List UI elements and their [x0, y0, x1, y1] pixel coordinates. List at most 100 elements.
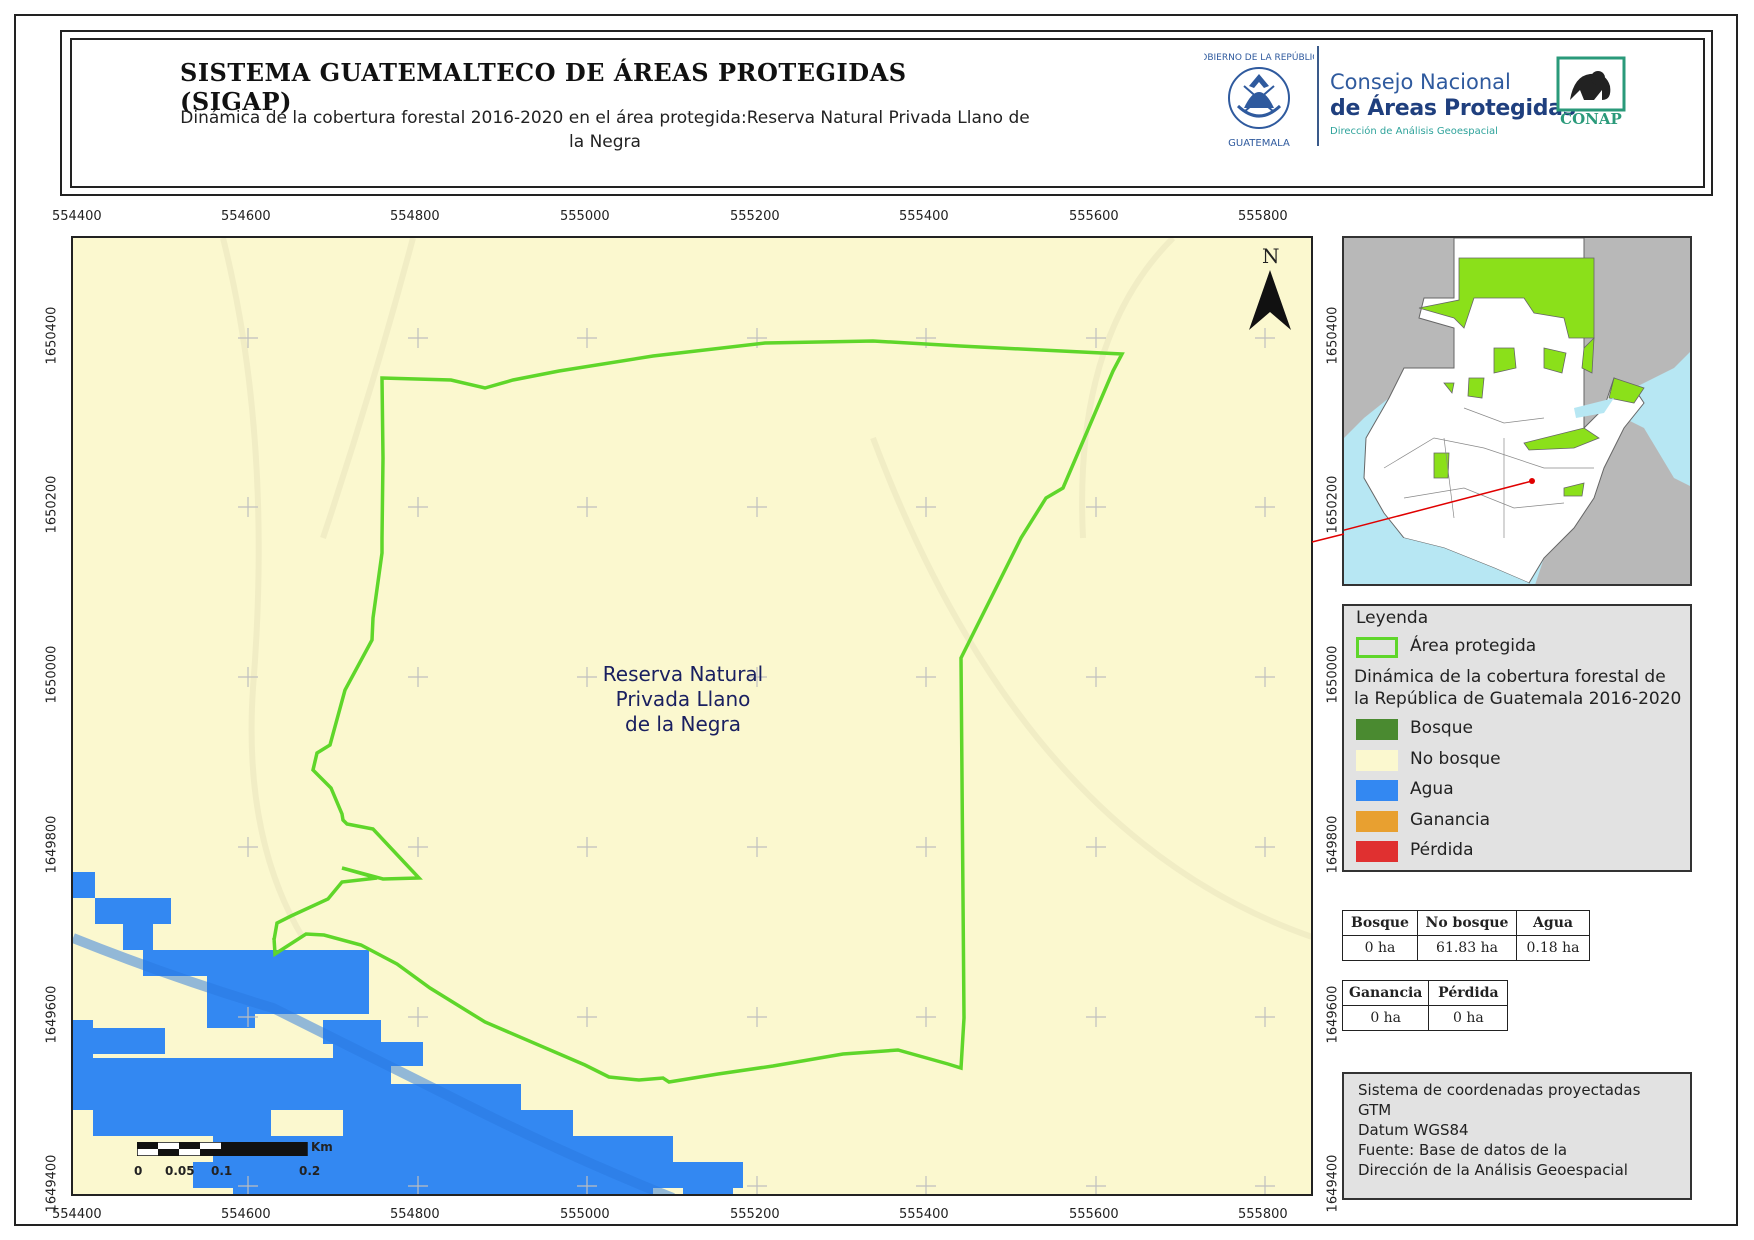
inset-map-canvas: [1344, 238, 1690, 584]
outer-frame: [14, 14, 1738, 1226]
water-cell: [93, 1028, 165, 1054]
x-tick-label: 555200: [730, 1207, 780, 1222]
no-bosque-background: [73, 238, 1311, 1194]
legend-label: Agua: [1410, 779, 1454, 799]
y-tick-label: 1650400: [1325, 306, 1341, 365]
page-subtitle: Dinámica de la cobertura forestal 2016-2…: [180, 108, 1030, 152]
conap-jaguar-icon: [1556, 56, 1626, 112]
y-tick-label: 1649600: [44, 985, 60, 1044]
stats-header: Bosque: [1342, 910, 1418, 936]
stats-header: Pérdida: [1428, 980, 1509, 1006]
page-title: SISTEMA GUATEMALTECO DE ÁREAS PROTEGIDAS…: [180, 58, 907, 116]
coord-line: Dirección de la Análisis Geoespacial: [1358, 1161, 1628, 1179]
x-tick-label: 555000: [560, 209, 610, 224]
inset-boundaries: [1383, 407, 1594, 538]
water-cell: [95, 898, 171, 924]
x-tick-label: 554800: [390, 1207, 440, 1222]
x-tick-label: 554600: [221, 209, 271, 224]
y-tick-label: 1649400: [1325, 1154, 1341, 1213]
x-tick-label: 555600: [1069, 209, 1119, 224]
legend-swatch: [1356, 841, 1398, 862]
stats-value: 0.18 ha: [1516, 935, 1590, 961]
inset-locator-map: [1342, 236, 1692, 586]
title-inner-frame: [70, 38, 1705, 188]
water-cell: [143, 950, 369, 976]
guatemala-seal-icon: GOBIERNO DE LA REPÚBLICA GUATEMALA: [1204, 51, 1314, 149]
legend-title: Leyenda: [1356, 608, 1429, 628]
conap-logo-text: CONAP: [1560, 110, 1622, 128]
coord-line: Datum WGS84: [1358, 1121, 1469, 1139]
scale-label: 0.1: [211, 1164, 233, 1178]
legend-label: Área protegida: [1410, 636, 1537, 656]
inset-protected-areas: [1418, 257, 1645, 497]
seal-bottom-text: GUATEMALA: [1228, 138, 1290, 149]
area-label-line: de la Negra: [625, 712, 741, 736]
x-tick-label: 555800: [1238, 209, 1288, 224]
legend-label: Bosque: [1410, 718, 1473, 738]
north-arrow-icon: [1249, 270, 1291, 330]
locator-point: [1529, 478, 1535, 484]
scale-label: 0.2: [299, 1164, 321, 1178]
area-label-line: Privada Llano: [615, 687, 751, 711]
y-tick-label: 1649800: [44, 815, 60, 874]
north-label: N: [1262, 244, 1280, 268]
stats-value: 0 ha: [1342, 935, 1418, 961]
stats-table-cover: Bosque No bosque Agua 0 ha 61.83 ha 0.18…: [1342, 910, 1590, 961]
water-cells: [73, 872, 743, 1194]
scale-bar: Km 0 0.05 0.1 0.2: [134, 1138, 357, 1188]
x-tick-label: 554800: [390, 209, 440, 224]
x-tick-label: 555600: [1069, 1207, 1119, 1222]
coordinate-system-box: Sistema de coordenadas proyectadas GTM D…: [1342, 1072, 1692, 1200]
logo-divider: [1317, 46, 1319, 146]
title-frame: [60, 30, 1713, 196]
water-cell: [73, 872, 95, 898]
y-tick-label: 1650400: [44, 306, 60, 365]
leader-line: [1311, 533, 1345, 543]
legend-dynamics-title: Dinámica de la cobertura forestal de la …: [1354, 667, 1682, 709]
seal-top-text: GOBIERNO DE LA REPÚBLICA: [1204, 51, 1314, 63]
y-tick-label: 1649800: [1325, 815, 1341, 874]
legend: Leyenda Área protegida Dinámica de la co…: [1342, 604, 1692, 872]
x-tick-label: 555200: [730, 209, 780, 224]
conap-consejo-text: Consejo Nacional: [1330, 70, 1511, 94]
y-tick-label: 1649400: [44, 1154, 60, 1213]
protected-area-label: Reserva Natural Privada Llano de la Negr…: [593, 662, 773, 737]
scale-label: 0: [134, 1164, 143, 1178]
legend-label: Pérdida: [1410, 840, 1474, 860]
main-map[interactable]: Reserva Natural Privada Llano de la Negr…: [71, 236, 1313, 1196]
legend-label: Ganancia: [1410, 809, 1491, 830]
scale-label: 0.05: [165, 1164, 195, 1178]
stats-header: No bosque: [1417, 910, 1517, 936]
legend-swatch: [1356, 749, 1398, 771]
y-tick-label: 1649600: [1325, 985, 1341, 1044]
y-tick-label: 1650200: [44, 475, 60, 534]
legend-label: No bosque: [1410, 748, 1501, 769]
map-canvas[interactable]: [73, 238, 1313, 1196]
area-label-line: Reserva Natural: [602, 662, 764, 686]
conap-direccion-text: Dirección de Análisis Geoespacial: [1330, 126, 1498, 137]
river-line: [73, 933, 675, 1194]
water-cell: [93, 1110, 271, 1136]
legend-swatch: [1356, 719, 1398, 740]
stats-value: 0 ha: [1341, 1005, 1430, 1031]
legend-swatch: [1356, 810, 1398, 832]
stats-table-change: Ganancia Pérdida 0 ha 0 ha: [1341, 980, 1509, 1031]
legend-swatch: [1356, 780, 1398, 801]
protected-area-boundary: [272, 339, 1125, 1084]
locator-line: [1344, 480, 1533, 531]
scale-unit-label: Km: [311, 1140, 333, 1154]
north-arrow: N: [1245, 244, 1295, 334]
coord-line: GTM: [1358, 1101, 1392, 1119]
scale-bar-graphic: [137, 1142, 308, 1156]
stats-value: 61.83 ha: [1417, 935, 1517, 961]
x-tick-label: 554400: [52, 1207, 102, 1222]
water-cell: [233, 1188, 653, 1194]
y-tick-label: 1650000: [44, 645, 60, 704]
water-cell: [73, 1058, 391, 1084]
conap-areas-text: de Áreas Protegidas: [1330, 96, 1576, 121]
water-cell: [123, 924, 153, 950]
stats-header: Agua: [1516, 910, 1590, 936]
water-cell: [683, 1178, 733, 1194]
grid-crosses: [238, 328, 1275, 1194]
legend-swatch: [1356, 637, 1398, 658]
